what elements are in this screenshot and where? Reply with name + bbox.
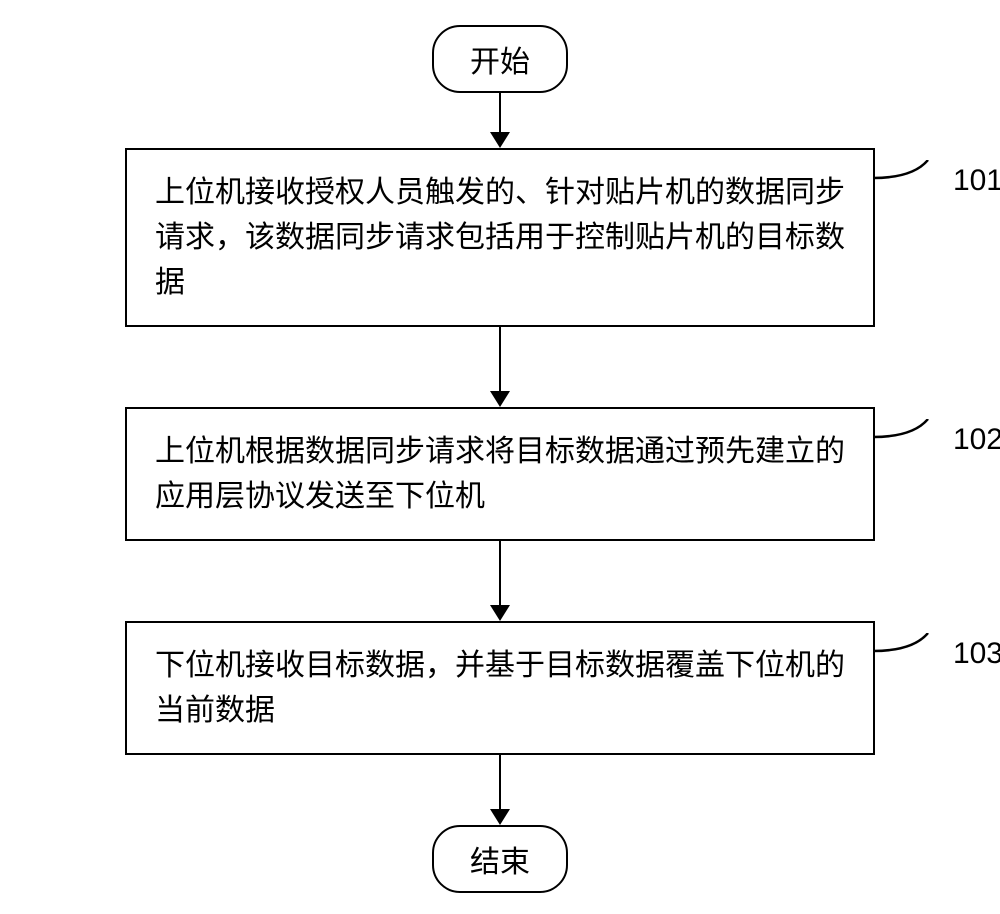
arrow-line <box>499 327 502 392</box>
process-container-3: 下位机接收目标数据，并基于目标数据覆盖下位机的当前数据 103 <box>125 621 875 755</box>
arrow-head-icon <box>490 809 510 825</box>
arrow-2 <box>490 327 510 407</box>
process-step-103: 下位机接收目标数据，并基于目标数据覆盖下位机的当前数据 103 <box>125 621 875 755</box>
process-step-101: 上位机接收授权人员触发的、针对贴片机的数据同步请求，该数据同步请求包括用于控制贴… <box>125 148 875 327</box>
connector-curve-icon <box>873 633 953 663</box>
process-container-2: 上位机根据数据同步请求将目标数据通过预先建立的应用层协议发送至下位机 102 <box>125 407 875 541</box>
process-text: 下位机接收目标数据，并基于目标数据覆盖下位机的当前数据 <box>155 649 845 727</box>
flowchart-container: 开始 上位机接收授权人员触发的、针对贴片机的数据同步请求，该数据同步请求包括用于… <box>40 25 960 893</box>
arrow-line <box>499 755 502 810</box>
arrow-line <box>499 541 502 606</box>
arrow-line <box>499 93 502 133</box>
end-label: 结束 <box>470 846 530 879</box>
terminator-end: 结束 <box>432 825 568 893</box>
arrow-head-icon <box>490 132 510 148</box>
process-text: 上位机根据数据同步请求将目标数据通过预先建立的应用层协议发送至下位机 <box>155 435 845 513</box>
step-label-103: 103 <box>953 631 1000 676</box>
arrow-head-icon <box>490 605 510 621</box>
step-label-102: 102 <box>953 417 1000 462</box>
process-text: 上位机接收授权人员触发的、针对贴片机的数据同步请求，该数据同步请求包括用于控制贴… <box>155 176 845 299</box>
terminator-start: 开始 <box>432 25 568 93</box>
arrow-1 <box>490 93 510 148</box>
process-container-1: 上位机接收授权人员触发的、针对贴片机的数据同步请求，该数据同步请求包括用于控制贴… <box>125 148 875 327</box>
connector-curve-icon <box>873 419 953 449</box>
arrow-head-icon <box>490 391 510 407</box>
arrow-3 <box>490 541 510 621</box>
connector-curve-icon <box>873 160 953 190</box>
arrow-4 <box>490 755 510 825</box>
start-label: 开始 <box>470 46 530 79</box>
process-step-102: 上位机根据数据同步请求将目标数据通过预先建立的应用层协议发送至下位机 102 <box>125 407 875 541</box>
step-label-101: 101 <box>953 158 1000 203</box>
